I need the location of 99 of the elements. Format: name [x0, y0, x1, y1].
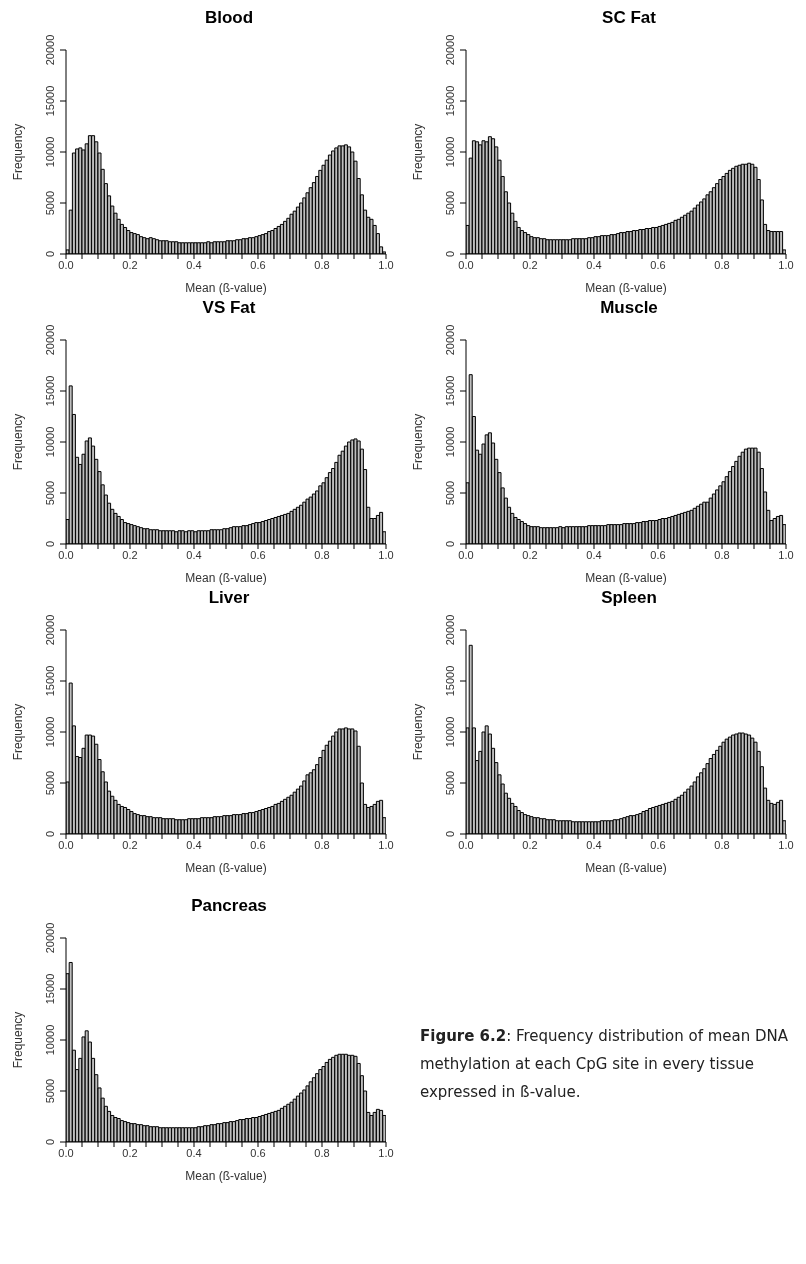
- x-tick-label: 1.0: [378, 548, 394, 561]
- x-tick-label: 1.0: [378, 258, 394, 271]
- y-tick-label: 10000: [44, 426, 56, 458]
- x-tick-label: 0.0: [58, 838, 74, 851]
- chart-title: VS Fat: [201, 298, 257, 318]
- x-tick-label: 0.4: [586, 548, 602, 561]
- x-tick-label: 0.8: [714, 258, 730, 271]
- y-tick-label: 15000: [44, 973, 56, 1005]
- y-tick-label: 20000: [44, 922, 56, 954]
- x-axis-title: Mean (ß-value): [185, 571, 267, 585]
- y-tick-label: 15000: [44, 665, 56, 697]
- x-tick-label: 0.6: [250, 838, 266, 851]
- x-tick-label: 0.4: [186, 548, 202, 561]
- x-tick-label: 0.6: [650, 258, 666, 271]
- caption: Figure 6.2: Frequency distribution of mean DNA methylation at each CpG site in every tissue expressed in ß-value.: [420, 1027, 789, 1101]
- x-tick-label: 0.6: [650, 548, 666, 561]
- x-tick-label: 1.0: [778, 258, 794, 271]
- x-tick-label: 0.4: [586, 258, 602, 271]
- y-tick-label: 5000: [44, 770, 56, 796]
- x-tick-label: 1.0: [378, 838, 394, 851]
- x-axis-title: Mean (ß-value): [585, 571, 667, 585]
- x-tick-label: 1.0: [778, 838, 794, 851]
- x-tick-label: 0.4: [586, 838, 602, 851]
- y-tick-label: 0: [44, 540, 56, 548]
- y-tick-label: 10000: [44, 136, 56, 168]
- x-tick-label: 0.0: [458, 838, 474, 851]
- x-tick-label: 0.0: [458, 548, 474, 561]
- x-tick-label: 0.6: [650, 838, 666, 851]
- y-tick-label: 5000: [444, 190, 456, 216]
- y-tick-label: 15000: [444, 375, 456, 407]
- x-tick-label: 0.0: [458, 258, 474, 271]
- x-tick-label: 0.2: [122, 838, 138, 851]
- x-tick-label: 0.4: [186, 838, 202, 851]
- y-tick-label: 5000: [444, 770, 456, 796]
- y-axis-title: Frequency: [411, 413, 426, 471]
- x-tick-label: 0.4: [186, 258, 202, 271]
- x-tick-label: 0.8: [314, 1146, 330, 1159]
- y-tick-label: 10000: [44, 1024, 56, 1056]
- y-tick-label: 20000: [444, 34, 456, 66]
- y-tick-label: 0: [44, 1138, 56, 1146]
- x-tick-label: 1.0: [378, 1146, 394, 1159]
- y-tick-label: 5000: [44, 190, 56, 216]
- x-tick-label: 0.2: [522, 258, 538, 271]
- y-tick-label: 0: [44, 250, 56, 258]
- y-tick-label: 0: [444, 540, 456, 548]
- y-tick-label: 10000: [444, 426, 456, 458]
- x-tick-label: 0.6: [250, 548, 266, 561]
- x-tick-label: 0.6: [250, 258, 266, 271]
- y-axis-title: Frequency: [11, 123, 26, 181]
- y-tick-label: 20000: [444, 614, 456, 646]
- x-tick-label: 0.0: [58, 548, 74, 561]
- x-tick-label: 0.2: [122, 1146, 138, 1159]
- chart-title: Liver: [207, 588, 251, 608]
- chart-title: SC Fat: [601, 8, 657, 28]
- y-tick-label: 0: [444, 250, 456, 258]
- x-axis-title: Mean (ß-value): [585, 281, 667, 295]
- x-tick-label: 0.8: [714, 548, 730, 561]
- x-tick-label: 0.6: [250, 1146, 266, 1159]
- y-tick-label: 20000: [44, 324, 56, 356]
- x-tick-label: 0.2: [122, 258, 138, 271]
- x-tick-label: 0.8: [314, 838, 330, 851]
- y-tick-label: 20000: [44, 34, 56, 66]
- y-tick-label: 10000: [444, 716, 456, 748]
- x-tick-label: 0.4: [186, 1146, 202, 1159]
- x-tick-label: 0.0: [58, 1146, 74, 1159]
- chart-title: Blood: [203, 8, 255, 28]
- y-tick-label: 15000: [44, 375, 56, 407]
- y-axis-title: Frequency: [11, 413, 26, 471]
- x-axis-title: Mean (ß-value): [185, 861, 267, 875]
- chart-title: Spleen: [600, 588, 658, 608]
- y-axis-title: Frequency: [11, 1011, 26, 1069]
- chart-title: Muscle: [599, 298, 659, 318]
- x-tick-label: 1.0: [778, 548, 794, 561]
- y-tick-label: 15000: [444, 85, 456, 117]
- y-tick-label: 0: [444, 830, 456, 838]
- y-tick-label: 5000: [44, 1078, 56, 1104]
- x-axis-title: Mean (ß-value): [585, 861, 667, 875]
- y-tick-label: 20000: [444, 324, 456, 356]
- y-tick-label: 15000: [444, 665, 456, 697]
- y-tick-label: 10000: [44, 716, 56, 748]
- y-tick-label: 0: [44, 830, 56, 838]
- x-tick-label: 0.2: [522, 548, 538, 561]
- y-tick-label: 5000: [444, 480, 456, 506]
- x-tick-label: 0.8: [314, 258, 330, 271]
- x-axis-title: Mean (ß-value): [185, 1169, 267, 1183]
- x-tick-label: 0.8: [714, 838, 730, 851]
- y-axis-title: Frequency: [411, 703, 426, 761]
- y-tick-label: 15000: [44, 85, 56, 117]
- x-tick-label: 0.0: [58, 258, 74, 271]
- y-axis-title: Frequency: [411, 123, 426, 181]
- y-tick-label: 20000: [44, 614, 56, 646]
- x-tick-label: 0.8: [314, 548, 330, 561]
- chart-title: Pancreas: [190, 896, 268, 916]
- y-tick-label: 10000: [444, 136, 456, 168]
- y-tick-label: 5000: [44, 480, 56, 506]
- x-tick-label: 0.2: [522, 838, 538, 851]
- x-tick-label: 0.2: [122, 548, 138, 561]
- x-axis-title: Mean (ß-value): [185, 281, 267, 295]
- y-axis-title: Frequency: [11, 703, 26, 761]
